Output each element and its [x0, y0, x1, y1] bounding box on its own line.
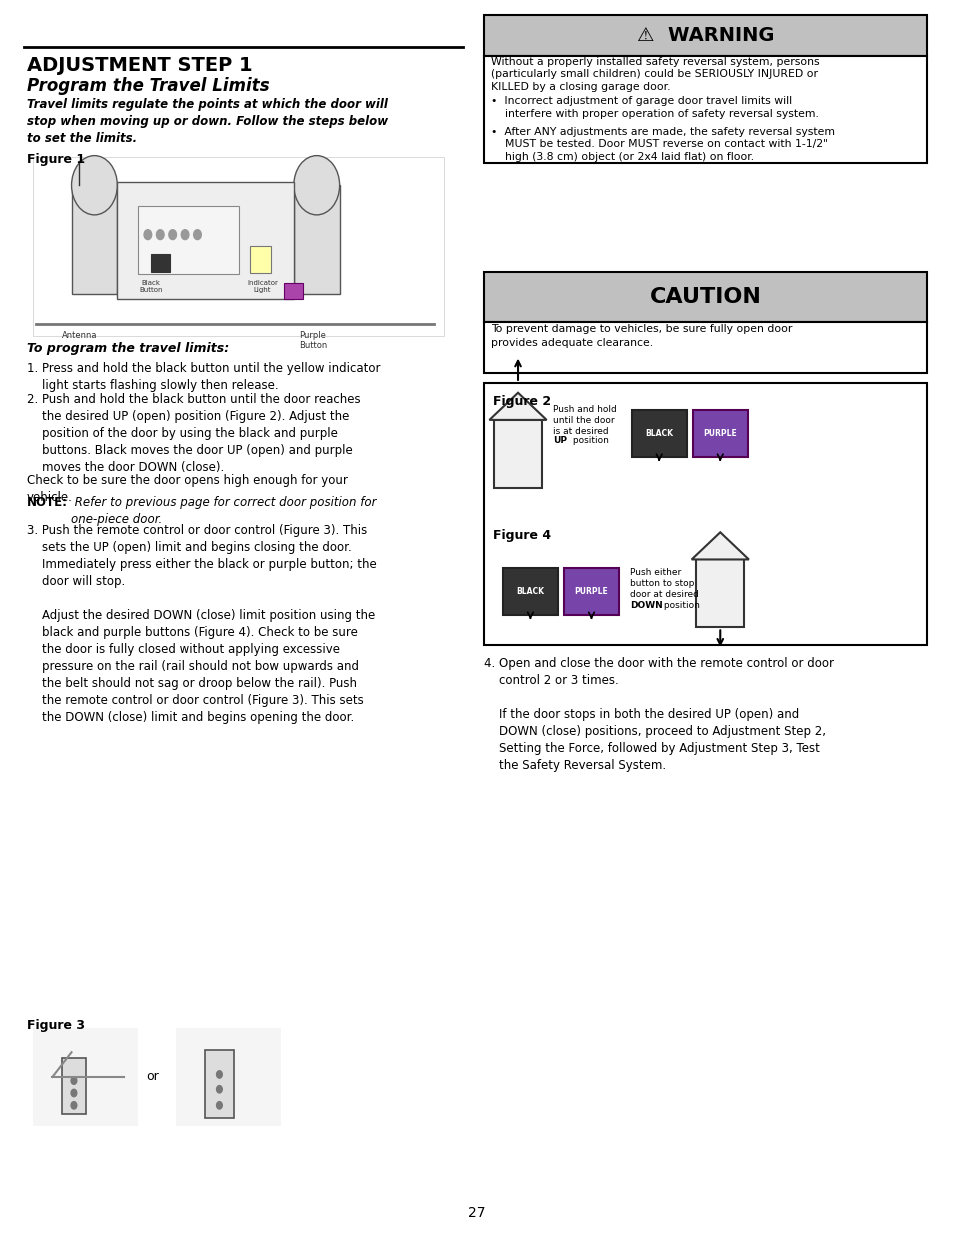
- Bar: [117, 182, 294, 299]
- Bar: [138, 206, 238, 274]
- Bar: [205, 1050, 233, 1118]
- Text: position: position: [660, 601, 700, 610]
- Text: position: position: [570, 436, 609, 445]
- Bar: [71, 185, 117, 294]
- Bar: [151, 254, 170, 272]
- Text: Figure 1: Figure 1: [27, 153, 85, 167]
- Text: Antenna: Antenna: [62, 331, 97, 340]
- Text: PURPLE: PURPLE: [574, 587, 608, 597]
- Circle shape: [169, 230, 176, 240]
- Bar: [563, 568, 618, 615]
- Text: Program the Travel Limits: Program the Travel Limits: [27, 77, 269, 95]
- Bar: [33, 1028, 138, 1126]
- Text: Figure 3: Figure 3: [27, 1019, 85, 1032]
- Bar: [483, 383, 926, 645]
- Bar: [250, 246, 271, 273]
- Bar: [483, 322, 926, 373]
- Circle shape: [193, 230, 201, 240]
- Text: Travel limits regulate the points at which the door will
stop when moving up or : Travel limits regulate the points at whi…: [27, 98, 388, 144]
- Bar: [62, 1058, 86, 1114]
- Circle shape: [71, 1102, 76, 1109]
- Text: or: or: [146, 1071, 159, 1083]
- Polygon shape: [489, 393, 546, 420]
- Bar: [692, 410, 747, 457]
- Circle shape: [144, 230, 152, 240]
- Circle shape: [216, 1102, 222, 1109]
- Text: BLACK: BLACK: [644, 429, 673, 438]
- Bar: [483, 272, 926, 322]
- Bar: [284, 283, 303, 299]
- Text: ADJUSTMENT STEP 1: ADJUSTMENT STEP 1: [27, 56, 253, 74]
- Circle shape: [71, 1077, 76, 1084]
- Text: •  Incorrect adjustment of garage door travel limits will
    interfere with pro: • Incorrect adjustment of garage door tr…: [491, 96, 819, 119]
- Circle shape: [181, 230, 189, 240]
- Text: 3. Push the remote control or door control (Figure 3). This
    sets the UP (ope: 3. Push the remote control or door contr…: [27, 524, 376, 724]
- Text: DOWN: DOWN: [629, 601, 661, 610]
- Text: Refer to previous page for correct door position for
one-piece door.: Refer to previous page for correct door …: [71, 496, 375, 526]
- Text: Without a properly installed safety reversal system, persons
(particularly small: Without a properly installed safety reve…: [491, 57, 819, 91]
- Circle shape: [216, 1086, 222, 1093]
- Text: 27: 27: [468, 1207, 485, 1220]
- Bar: [631, 410, 686, 457]
- Bar: [494, 420, 541, 488]
- Bar: [294, 185, 339, 294]
- Circle shape: [216, 1071, 222, 1078]
- Text: Purple
Button: Purple Button: [298, 331, 327, 351]
- Text: UP: UP: [553, 436, 567, 445]
- Text: Push and hold
until the door
is at desired: Push and hold until the door is at desir…: [553, 405, 617, 436]
- Text: Indicator
Light: Indicator Light: [247, 280, 277, 294]
- Circle shape: [71, 156, 117, 215]
- Bar: [176, 1028, 281, 1126]
- Circle shape: [156, 230, 164, 240]
- Text: Figure 2: Figure 2: [493, 395, 551, 409]
- Text: To program the travel limits:: To program the travel limits:: [27, 342, 229, 356]
- Text: PURPLE: PURPLE: [702, 429, 737, 438]
- Bar: [502, 568, 558, 615]
- Text: CAUTION: CAUTION: [649, 287, 760, 308]
- Text: 1. Press and hold the black button until the yellow indicator
    light starts f: 1. Press and hold the black button until…: [27, 362, 380, 391]
- Polygon shape: [691, 532, 748, 559]
- Text: BLACK: BLACK: [516, 587, 544, 597]
- Bar: [33, 157, 443, 336]
- Bar: [483, 56, 926, 163]
- Circle shape: [294, 156, 339, 215]
- Text: Black
Button: Black Button: [139, 280, 162, 294]
- Text: Check to be sure the door opens high enough for your
vehicle.: Check to be sure the door opens high eno…: [27, 474, 347, 504]
- Text: 2. Push and hold the black button until the door reaches
    the desired UP (ope: 2. Push and hold the black button until …: [27, 393, 360, 474]
- Text: NOTE:: NOTE:: [27, 496, 68, 510]
- Text: Push either
button to stop
door at desired: Push either button to stop door at desir…: [629, 568, 698, 610]
- Text: •  After ANY adjustments are made, the safety reversal system
    MUST be tested: • After ANY adjustments are made, the sa…: [491, 127, 835, 162]
- Text: ⚠  WARNING: ⚠ WARNING: [636, 26, 774, 44]
- Text: To prevent damage to vehicles, be sure fully open door
provides adequate clearan: To prevent damage to vehicles, be sure f…: [491, 325, 792, 347]
- Text: Figure 4: Figure 4: [493, 530, 551, 542]
- Circle shape: [71, 1089, 76, 1097]
- Bar: [483, 15, 926, 56]
- Bar: [696, 559, 743, 627]
- Text: 4. Open and close the door with the remote control or door
    control 2 or 3 ti: 4. Open and close the door with the remo…: [483, 657, 833, 772]
